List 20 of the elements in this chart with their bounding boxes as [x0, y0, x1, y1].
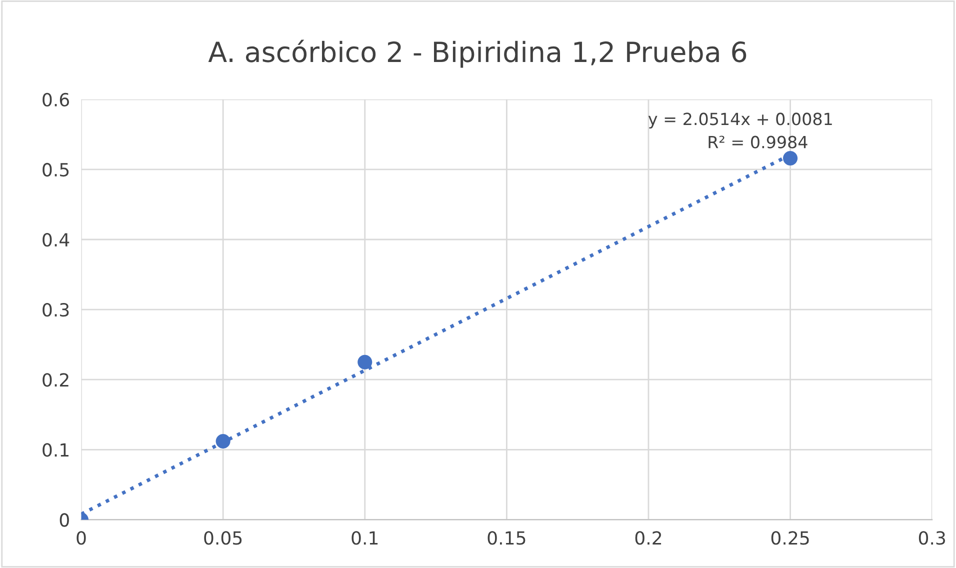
annotation: y = 2.0514x + 0.0081: [648, 112, 832, 128]
x-tick-label: 0.1: [352, 531, 378, 545]
y-tick-label: 0.4: [42, 232, 70, 247]
point: [216, 434, 230, 449]
x-tick-label: 0: [76, 531, 86, 545]
x-tick-label: 0.25: [771, 531, 809, 545]
x-tick-label: 0.05: [204, 531, 242, 545]
y-tick-label: 0.1: [42, 443, 68, 457]
annotation: R² = 0.9984: [708, 136, 808, 148]
chart-title: A. ascórbico 2 - Bipiridina 1,2 Prueba 6: [208, 40, 746, 68]
y-tick-label: 0: [60, 513, 69, 527]
x-tick-label: 0.15: [488, 531, 526, 545]
x-tick-label: 0.3: [918, 531, 946, 545]
y-tick-label: 0.3: [42, 303, 69, 317]
x-tick-label: 0.2: [635, 531, 662, 545]
point: [783, 150, 798, 166]
y-tick-label: 0.5: [42, 162, 69, 177]
y-tick-label: 0.2: [42, 373, 68, 387]
point: [358, 354, 372, 370]
y-tick-label: 0.6: [42, 92, 70, 107]
